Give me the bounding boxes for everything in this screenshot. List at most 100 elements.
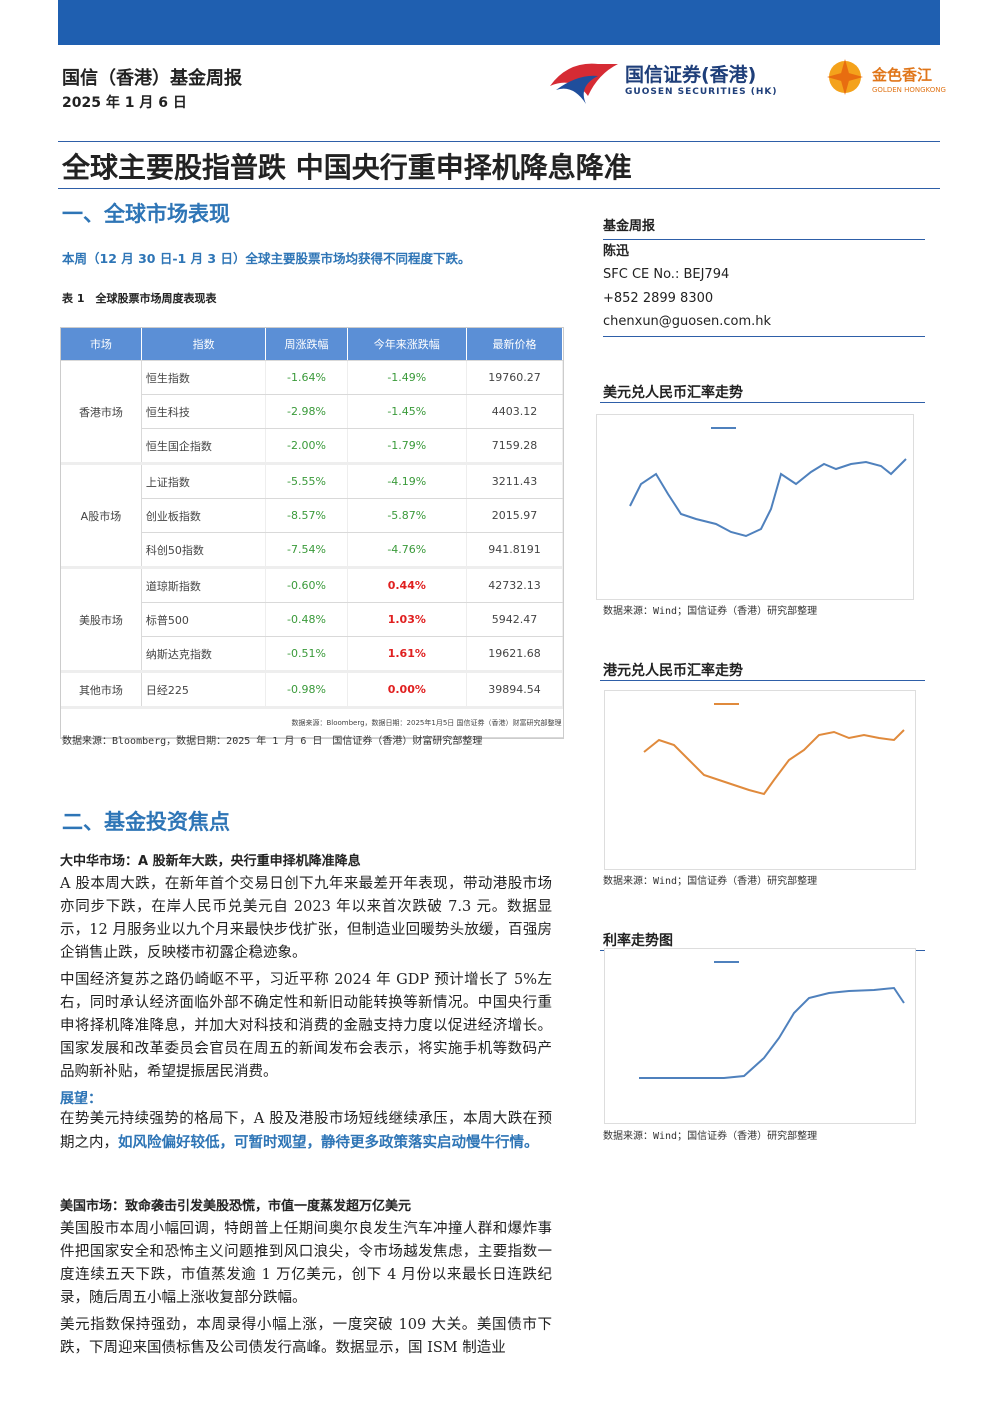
cell: -0.98% xyxy=(265,671,348,709)
cell: 0.44% xyxy=(347,567,467,603)
cell: 5942.47 xyxy=(466,602,563,637)
column-header: 市场 xyxy=(61,328,142,361)
brand-en: GUOSEN SECURITIES (HK) xyxy=(625,87,778,97)
cell: -1.64% xyxy=(265,360,348,395)
cell: -4.19% xyxy=(347,463,467,499)
cell: 上证指数 xyxy=(141,463,267,499)
table-row: 标普500 -0.48% 1.03% 5942.47 xyxy=(61,602,563,637)
subheading: 美国市场：致命袭击引发美股恐慌，市值一度蒸发超万亿美元 xyxy=(60,1199,412,1214)
column-header: 最新价格 xyxy=(466,328,563,361)
cell: 0.00% xyxy=(347,671,467,709)
outlook-label: 展望： xyxy=(60,1091,102,1107)
email: chenxun@guosen.com.hk xyxy=(603,310,925,337)
table-row: 创业板指数 -8.57% -5.87% 2015.97 xyxy=(61,498,563,533)
cell: -0.60% xyxy=(265,567,348,603)
cell: -5.87% xyxy=(347,498,467,533)
cell: 科创50指数 xyxy=(141,532,267,569)
table-row: 科创50指数 -7.54% -4.76% 941.8191 xyxy=(61,532,563,569)
cell: -2.00% xyxy=(265,428,348,465)
cell: 4403.12 xyxy=(466,394,563,429)
chart-source: 数据来源：Wind；国信证券（香港）研究部整理 xyxy=(603,1131,818,1142)
chart-title: 利率走势图 xyxy=(603,933,673,949)
cell: -4.76% xyxy=(347,532,467,569)
cell: -8.57% xyxy=(265,498,348,533)
cell: -1.45% xyxy=(347,394,467,429)
report-title: 国信（香港）基金周报 xyxy=(62,68,242,89)
chart-source: 数据来源：Wind；国信证券（香港）研究部整理 xyxy=(603,606,818,617)
sidebar: 基金周报 陈迅 SFC CE No.: BEJ794 +852 2899 830… xyxy=(603,215,925,337)
table-footer: 数据来源：Bloomberg，数据日期：2025年1月5日 国信证券（香港）财富… xyxy=(61,707,563,738)
cell: 3211.43 xyxy=(466,463,563,499)
rule xyxy=(58,141,940,142)
table-row: 纳斯达克指数 -0.51% 1.61% 19621.68 xyxy=(61,636,563,673)
table-row: 恒生科技 -2.98% -1.45% 4403.12 xyxy=(61,394,563,429)
phone: +852 2899 8300 xyxy=(603,290,714,306)
report-date: 2025 年 1 月 6 日 xyxy=(62,95,187,111)
column-header: 指数 xyxy=(141,328,267,361)
chart-title: 美元兑人民币汇率走势 xyxy=(603,385,743,401)
rule xyxy=(600,680,925,681)
paragraph: A 股本周大跌，在新年首个交易日创下九年来最差开年表现，带动港股市场亦同步下跌，… xyxy=(60,876,552,961)
market-cell: 美股市场 xyxy=(61,567,142,673)
cell: 恒生指数 xyxy=(141,360,267,395)
cell: 19760.27 xyxy=(466,360,563,395)
headline: 全球主要股指普跌 中国央行重申择机降息降准 xyxy=(62,151,632,184)
chart-source: 数据来源：Wind；国信证券（香港）研究部整理 xyxy=(603,876,818,887)
lead: 本周（12 月 30 日-1 月 3 日）全球主要股票市场均获得不同程度下跌。 xyxy=(62,251,471,266)
chart-image xyxy=(604,690,916,870)
cell: 19621.68 xyxy=(466,636,563,673)
rule xyxy=(600,402,925,403)
cell: 日经225 xyxy=(141,671,267,709)
cell: -7.54% xyxy=(265,532,348,569)
cell: 创业板指数 xyxy=(141,498,267,533)
partner-en: GOLDEN HONGKONG xyxy=(872,86,946,94)
paragraph: 在势美元持续强势的格局下，A 股及港股市场短线继续承压，本周大跌在预期之内， xyxy=(60,1111,552,1151)
market-cell: 其他市场 xyxy=(61,671,142,709)
table-row: 美股市场 道琼斯指数 -0.60% 0.44% 42732.13 xyxy=(61,567,563,673)
section-heading: 一、全球市场表现 xyxy=(62,202,230,226)
table: 市场 指数 周涨跌幅 今年来涨跌幅 最新价格 香港市场 恒生指数 -1.64% -1.49% 19… xyxy=(61,328,563,738)
cell: 恒生科技 xyxy=(141,394,267,429)
header-row: 市场 指数 周涨跌幅 今年来涨跌幅 最新价格 xyxy=(61,328,563,361)
table-row: A股市场 上证指数 -5.55% -4.19% 3211.43 xyxy=(61,463,563,569)
paragraph: 美元指数保持强劲，本周录得小幅上涨，一度突破 109 大关。美国债市下跌，下周迎… xyxy=(60,1317,552,1356)
cell: 941.8191 xyxy=(466,532,563,569)
paragraph: 美国股市本周小幅回调，特朗普上任期间奥尔良发生汽车冲撞人群和爆炸事件把国家安全和… xyxy=(60,1221,552,1306)
article: 大中华市场：A 股新年大跌，央行重申择机降准降息 A 股本周大跌，在新年首个交易… xyxy=(60,850,552,1364)
cell: 标普500 xyxy=(141,602,267,637)
brand-cn: 国信证券(香港) xyxy=(625,64,757,86)
chart-image xyxy=(604,948,916,1124)
table-row: 其他市场 日经225 -0.98% 0.00% 39894.54 xyxy=(61,671,563,709)
cell: 39894.54 xyxy=(466,671,563,709)
partner-logo xyxy=(827,59,863,95)
column-header: 周涨跌幅 xyxy=(265,328,348,361)
cell: -1.79% xyxy=(347,428,467,465)
rule xyxy=(58,188,940,189)
author: 陈迅 xyxy=(603,243,630,259)
table-source: 数据来源：Bloomberg，数据日期：2025 年 1 月 6 日 国信证券（… xyxy=(62,736,483,747)
cell: 42732.13 xyxy=(466,567,563,603)
license: SFC CE No.: BEJ794 xyxy=(603,267,730,282)
chart-image xyxy=(596,414,914,600)
cell: 恒生国企指数 xyxy=(141,428,267,465)
footer-row: 数据来源：Bloomberg，数据日期：2025年1月5日 国信证券（香港）财富… xyxy=(61,707,563,738)
paragraph: 中国经济复苏之路仍崎岖不平，习近平称 2024 年 GDP 预计增长了 5%左右… xyxy=(60,972,552,1080)
cell: 1.03% xyxy=(347,602,467,637)
table-row: 香港市场 恒生指数 -1.64% -1.49% 19760.27 xyxy=(61,360,563,465)
highlight: 如风险偏好较低，可暂时观望，静待更多政策落实启动慢牛行情。 xyxy=(118,1134,539,1151)
chart-title: 港元兑人民币汇率走势 xyxy=(603,663,743,679)
market-cell: A股市场 xyxy=(61,463,142,569)
brand-logo xyxy=(550,63,618,104)
cell: 道琼斯指数 xyxy=(141,567,267,603)
cell: 纳斯达克指数 xyxy=(141,636,267,673)
cell: 1.61% xyxy=(347,636,467,673)
table-row: 恒生国企指数 -2.00% -1.79% 7159.28 xyxy=(61,428,563,465)
column-header: 今年来涨跌幅 xyxy=(347,328,467,361)
top-bar xyxy=(58,0,940,45)
cell: -1.49% xyxy=(347,360,467,395)
partner-cn: 金色香江 xyxy=(872,66,933,84)
table-wrap: 市场 指数 周涨跌幅 今年来涨跌幅 最新价格 香港市场 恒生指数 -1.64% -1.49% 19… xyxy=(60,327,564,739)
cell: -2.98% xyxy=(265,394,348,429)
report-type: 基金周报 xyxy=(603,215,925,240)
